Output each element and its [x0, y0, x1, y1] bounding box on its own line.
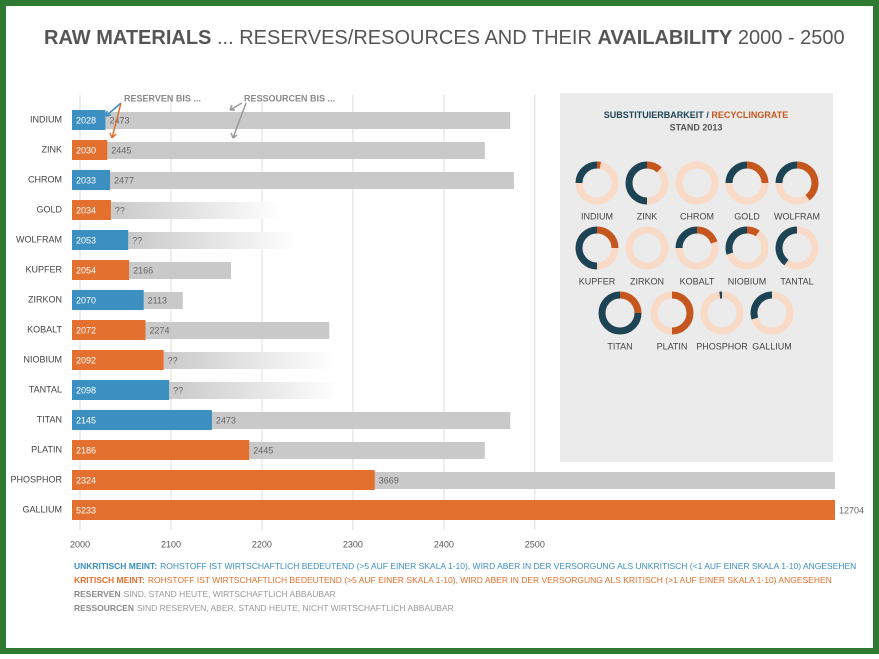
reserve-bar: [72, 440, 249, 460]
unknown-fade: [128, 232, 298, 249]
donut-label: TANTAL: [780, 276, 813, 286]
resource-label: 3669: [379, 475, 399, 485]
panel-title-part: SUBSTITUIERBARKEIT: [604, 110, 705, 120]
y-tick-label: GALLIUM: [22, 504, 62, 514]
donut-label: NIOBIUM: [728, 276, 767, 286]
reserve-label: 2092: [76, 355, 96, 365]
reserve-label: 2072: [76, 325, 96, 335]
note-text: SIND RESERVEN, ABER, STAND HEUTE, NICHT …: [137, 603, 454, 613]
reserve-bar: [72, 470, 375, 490]
resource-bar: [72, 172, 514, 189]
reserve-label: 2028: [76, 115, 96, 125]
donut-label: WOLFRAM: [774, 211, 820, 221]
donut-label: KOBALT: [680, 276, 715, 286]
resource-label: 2473: [216, 415, 236, 425]
x-tick-label: 2100: [161, 539, 181, 549]
reserve-label: 2070: [76, 295, 96, 305]
x-tick-label: 2200: [252, 539, 272, 549]
y-tick-label: NIOBIUM: [23, 354, 62, 364]
y-tick-label: WOLFRAM: [16, 234, 62, 244]
y-tick-label: GOLD: [36, 204, 62, 214]
donut-label: KUPFER: [579, 276, 616, 286]
note-label: UNKRITISCH MEINT:: [74, 561, 157, 571]
resource-label: ??: [115, 205, 125, 215]
y-tick-label: KOBALT: [27, 324, 62, 334]
note-label: KRITISCH MEINT:: [74, 575, 145, 585]
donut-label: GOLD: [734, 211, 760, 221]
x-tick-label: 2500: [525, 539, 545, 549]
donut-label: TITAN: [607, 341, 632, 351]
reserve-label: 2145: [76, 415, 96, 425]
resource-label: ??: [173, 385, 183, 395]
y-tick-label: INDIUM: [30, 114, 62, 124]
x-tick-label: 2400: [434, 539, 454, 549]
panel-title-part: /: [706, 110, 709, 120]
reserve-label: 2033: [76, 175, 96, 185]
recycling-arc: [747, 230, 758, 233]
note-label: RESSOURCEN: [74, 603, 134, 613]
donut-label: GALLIUM: [752, 341, 792, 351]
y-tick-label: PHOSPHOR: [10, 474, 62, 484]
donut-label: CHROM: [680, 211, 714, 221]
title-bold: RAW MATERIALS: [44, 27, 211, 49]
resource-label: 2477: [114, 175, 134, 185]
resource-label: ??: [132, 235, 142, 245]
reserve-label: 2054: [76, 265, 96, 275]
resource-label: 2473: [109, 115, 129, 125]
unknown-fade: [111, 202, 281, 219]
title-text: ... RESERVES/RESOURCES AND THEIR: [217, 27, 592, 49]
note-text: SIND, STAND HEUTE, WIRTSCHAFTLICH ABBAUB…: [124, 589, 336, 599]
resource-label: 2445: [111, 145, 131, 155]
reserve-label: 2186: [76, 445, 96, 455]
unknown-fade: [164, 352, 334, 369]
donut-label: PHOSPHOR: [696, 341, 748, 351]
x-tick-label: 2300: [343, 539, 363, 549]
resource-label: 2166: [133, 265, 153, 275]
panel-subtitle: STAND 2013: [670, 122, 723, 132]
donut-label: ZINK: [637, 211, 658, 221]
y-tick-label: ZIRKON: [28, 294, 62, 304]
panel-title-part: RECYCLINGRATE: [711, 110, 788, 120]
y-tick-label: KUPFER: [25, 264, 62, 274]
note: UNKRITISCH MEINT:ROHSTOFF IST WIRTSCHAFT…: [74, 561, 856, 571]
annotation: RESERVEN BIS ...: [124, 93, 201, 103]
reserve-label: 2053: [76, 235, 96, 245]
y-tick-label: PLATIN: [31, 444, 62, 454]
note-text: ROHSTOFF IST WIRTSCHAFTLICH BEDEUTEND (>…: [160, 561, 856, 571]
x-tick-label: 2000: [70, 539, 90, 549]
y-tick-label: TITAN: [37, 414, 62, 424]
resource-bar: [72, 142, 485, 159]
reserve-label: 2324: [76, 475, 96, 485]
y-tick-label: CHROM: [28, 174, 62, 184]
resource-label: 2445: [253, 445, 273, 455]
resource-label: ??: [168, 355, 178, 365]
title-text: 2000 - 2500: [738, 27, 845, 49]
resource-label: 2113: [148, 295, 167, 305]
reserve-bar: [72, 500, 879, 520]
y-tick-label: ZINK: [41, 144, 62, 154]
resource-label: 2274: [149, 325, 169, 335]
unknown-fade: [169, 382, 339, 399]
note: KRITISCH MEINT:ROHSTOFF IST WIRTSCHAFTLI…: [74, 575, 832, 585]
donut-label: PLATIN: [657, 341, 688, 351]
reserve-label: 2034: [76, 205, 96, 215]
reserve-label: 5233: [76, 505, 96, 515]
title-bold: AVAILABILITY: [597, 27, 732, 49]
donut-label: ZIRKON: [630, 276, 664, 286]
title: RAW MATERIALS ... RESERVES/RESOURCES AND…: [44, 27, 845, 49]
panel-title: SUBSTITUIERBARKEIT / RECYCLINGRATE: [604, 110, 788, 120]
annotation: RESSOURCEN BIS ...: [244, 93, 335, 103]
donut-label: INDIUM: [581, 211, 613, 221]
reserve-label: 2098: [76, 385, 96, 395]
note-label: RESERVEN: [74, 589, 121, 599]
resource-bar: [72, 112, 510, 129]
y-tick-label: TANTAL: [29, 384, 62, 394]
note-text: ROHSTOFF IST WIRTSCHAFTLICH BEDEUTEND (>…: [148, 575, 832, 585]
reserve-label: 2030: [76, 145, 96, 155]
resource-label: 12704: [839, 505, 864, 515]
